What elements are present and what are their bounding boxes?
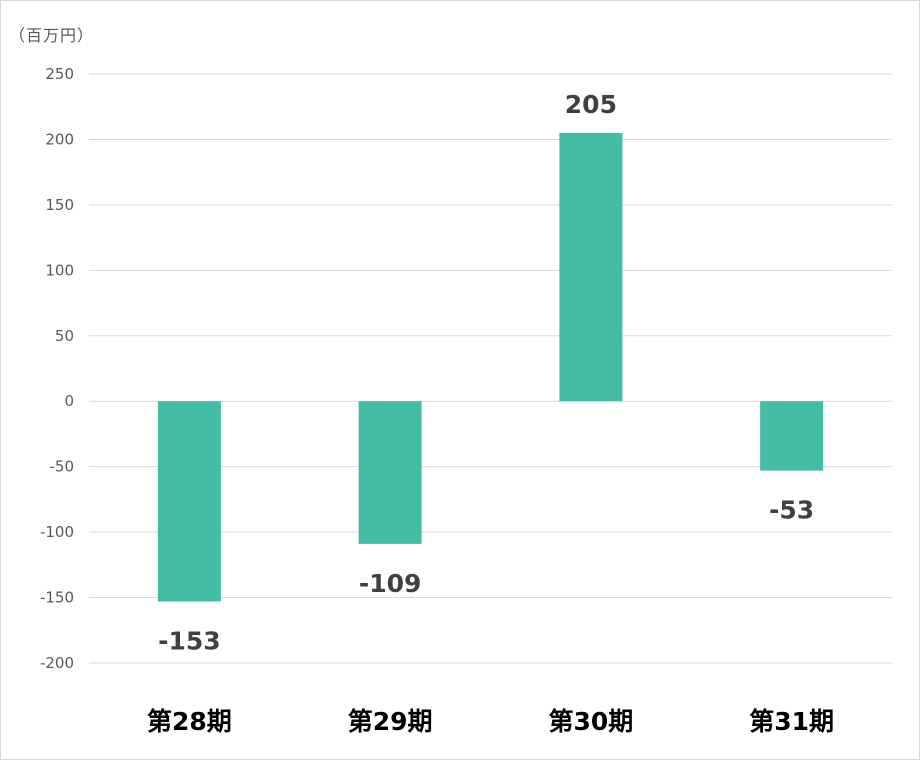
y-tick-label: 250	[45, 65, 74, 83]
data-label: -153	[158, 626, 221, 655]
y-tick-label: -50	[50, 458, 75, 476]
y-tick-label: 0	[64, 392, 74, 410]
data-label: -109	[359, 569, 422, 598]
bar-第31期	[760, 401, 824, 471]
y-axis-tick-labels: 250 200 150 100 50 0 -50 -100 -150 -200	[40, 65, 74, 672]
y-axis-unit-label: （百万円）	[9, 26, 95, 45]
bar-第30期	[559, 132, 623, 402]
x-axis-category-labels: 第28期 第29期 第30期 第31期	[147, 707, 834, 736]
x-category-label: 第28期	[147, 707, 232, 736]
data-labels: -153 -109 205 -53	[158, 90, 814, 656]
y-tick-label: 150	[45, 196, 74, 214]
y-tick-label: 200	[45, 130, 74, 148]
x-category-label: 第31期	[749, 707, 834, 736]
bar-第28期	[157, 401, 221, 602]
gridlines	[89, 73, 892, 664]
data-label: -53	[769, 496, 814, 525]
y-tick-label: 50	[55, 327, 74, 345]
x-category-label: 第30期	[548, 707, 633, 736]
y-tick-label: 100	[45, 261, 74, 279]
y-tick-label: -150	[40, 589, 74, 607]
bars	[157, 132, 824, 602]
bar-第29期	[358, 401, 422, 544]
x-category-label: 第29期	[348, 707, 433, 736]
y-tick-label: -200	[40, 654, 74, 672]
y-tick-label: -100	[40, 523, 74, 541]
data-label: 205	[565, 90, 617, 119]
